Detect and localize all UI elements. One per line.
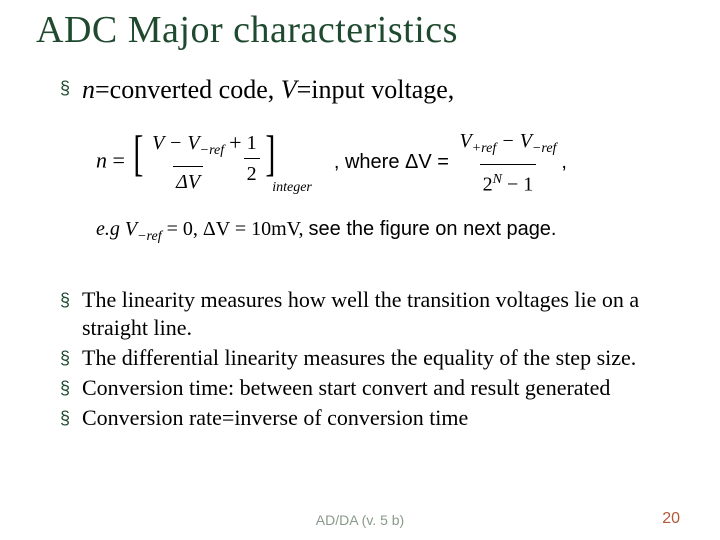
- sub-integer: integer: [272, 173, 312, 203]
- frac1-num: V − V−ref: [149, 128, 227, 166]
- formula-eq: =: [107, 148, 130, 173]
- var-v: V: [281, 75, 297, 104]
- formula-row-1: n = [V − V−refΔV + 12]integer , where ΔV…: [96, 126, 684, 200]
- den2-b: − 1: [502, 174, 533, 196]
- bullet-marker: §: [60, 286, 82, 314]
- frac2-mid: − V: [496, 130, 532, 152]
- var-n: n: [82, 75, 95, 104]
- frac2-sub1: +ref: [472, 141, 496, 156]
- eq2: =input voltage,: [297, 75, 455, 104]
- where-text: , where ΔV =: [334, 151, 455, 173]
- bullet-marker: §: [60, 404, 82, 432]
- eg-tail: see the figure on next page.: [309, 218, 557, 240]
- lower-bullets: § The linearity measures how well the tr…: [36, 286, 684, 432]
- frac1-num-sub: −ref: [200, 143, 224, 158]
- formula-block: n = [V − V−refΔV + 12]integer , where ΔV…: [36, 112, 684, 260]
- eg-b: = 0, ΔV = 10mV,: [162, 218, 309, 240]
- bullet-text: The differential linearity measures the …: [82, 344, 636, 372]
- frac-1: V − V−refΔV: [149, 128, 227, 197]
- bullet-item: § Conversion rate=inverse of conversion …: [36, 404, 684, 432]
- bullet-item: § Conversion time: between start convert…: [36, 374, 684, 402]
- frac-2: V+ref − V−ref2N − 1: [457, 126, 560, 200]
- bullet-item: § The linearity measures how well the tr…: [36, 286, 684, 342]
- footer-text: AD/DA (v. 5 b): [0, 512, 720, 528]
- bracket-wrap: [V − V−refΔV + 12]integer: [130, 128, 311, 197]
- eg-prefix: e.g: [96, 218, 125, 240]
- bullet-item: § The differential linearity measures th…: [36, 344, 684, 372]
- bullet-text: Conversion rate=inverse of conversion ti…: [82, 404, 468, 432]
- frac2-sub2: −ref: [532, 141, 556, 156]
- frac2-num: V+ref − V−ref: [457, 126, 560, 164]
- frac1-num-a: V − V: [152, 132, 200, 154]
- frac1-den: ΔV: [173, 166, 203, 197]
- bullet-text: Conversion time: between start convert a…: [82, 374, 610, 402]
- formula-row-2: e.g V−ref = 0, ΔV = 10mV, see the figure…: [96, 214, 684, 252]
- bullet-marker: §: [60, 374, 82, 402]
- bullet-top: § n=converted code, V=input voltage,: [36, 74, 684, 106]
- plus: +: [229, 128, 241, 197]
- formula-left: n = [V − V−refΔV + 12]integer: [96, 128, 312, 197]
- den2-sup: N: [493, 172, 502, 187]
- bullet-top-text: n=converted code, V=input voltage,: [82, 74, 454, 106]
- trailing-comma: ,: [561, 151, 567, 173]
- bracket-left: [: [134, 128, 144, 197]
- page-number: 20: [662, 510, 680, 528]
- eg-a: V: [125, 218, 137, 240]
- frac-half: 12: [244, 128, 260, 197]
- formula-n: n: [96, 148, 107, 173]
- slide-container: ADC Major characteristics § n=converted …: [0, 0, 720, 540]
- frac2-a: V: [460, 130, 472, 152]
- slide-title: ADC Major characteristics: [36, 8, 684, 52]
- formula-where: , where ΔV = V+ref − V−ref2N − 1,: [334, 126, 567, 200]
- eq1: =converted code,: [95, 75, 281, 104]
- bullet-marker: §: [60, 344, 82, 372]
- den2-a: 2: [483, 174, 493, 196]
- half-num: 1: [244, 128, 260, 158]
- bullet-text: The linearity measures how well the tran…: [82, 286, 684, 342]
- eg-sub: −ref: [137, 229, 161, 244]
- half-den: 2: [244, 158, 260, 189]
- bullet-marker: §: [60, 74, 82, 102]
- frac2-den: 2N − 1: [480, 164, 537, 200]
